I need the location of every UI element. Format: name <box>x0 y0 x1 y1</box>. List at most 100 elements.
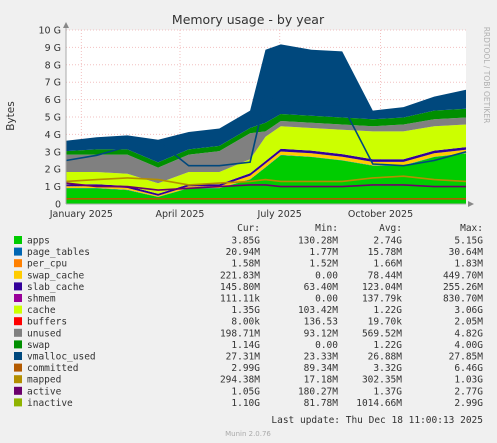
legend-value-avg: 137.79k <box>362 294 402 305</box>
legend-value-cur: 20.94M <box>226 247 261 258</box>
legend-value-cur: 1.10G <box>231 398 260 409</box>
legend-swatch-inactive <box>14 398 22 407</box>
legend-value-cur: 1.58M <box>231 259 260 270</box>
legend-label: unused <box>27 328 61 339</box>
legend-value-cur: 145.80M <box>220 282 260 293</box>
legend-label: per_cpu <box>27 259 67 270</box>
legend-value-avg: 26.88M <box>368 352 403 363</box>
legend-label: swap_cache <box>27 270 84 281</box>
area-swap <box>66 108 466 168</box>
plot-area: 0 1 G 2 G 3 G 4 G 5 G 6 G 7 G 8 G 9 G 10 G January … <box>39 22 474 220</box>
legend-value-min: 1.77M <box>309 247 338 258</box>
legend-label: page_tables <box>27 247 90 258</box>
legend-value-max: 449.70M <box>443 270 483 281</box>
legend-value-avg: 19.70k <box>368 317 403 328</box>
legend-value-max: 830.70M <box>443 294 483 305</box>
legend-swatch-unused <box>14 328 22 337</box>
legend-value-cur: 3.85G <box>231 236 260 247</box>
legend-value-avg: 1.37G <box>373 386 402 397</box>
legend-value-min: 23.33M <box>304 352 339 363</box>
legend-value-max: 255.26M <box>443 282 483 293</box>
x-tick-label: October 2025 <box>348 209 413 220</box>
area-slab-cache <box>66 147 466 196</box>
footer: Munin 2.0.76 <box>225 430 271 438</box>
legend-value-cur: 294.38M <box>220 375 260 386</box>
legend-value-max: 1.03G <box>454 375 483 386</box>
legend-value-max: 27.85M <box>449 352 484 363</box>
legend-header: Max: <box>460 223 483 234</box>
legend-value-cur: 1.14G <box>231 340 260 351</box>
legend-value-cur: 198.71M <box>220 328 260 339</box>
legend-value-max: 4.82G <box>454 328 483 339</box>
legend-value-min: 136.53 <box>304 317 338 328</box>
legend-value-max: 2.99G <box>454 398 483 409</box>
y-tick-label: 8 G <box>45 60 61 71</box>
legend-label: committed <box>27 363 78 374</box>
legend-value-cur: 27.31M <box>226 352 261 363</box>
legend-value-min: 0.00 <box>315 340 338 351</box>
legend-value-cur: 221.83M <box>220 270 260 281</box>
legend-value-avg: 1.22G <box>373 340 402 351</box>
legend-value-avg: 1.66M <box>373 259 402 270</box>
x-tick-label: July 2025 <box>257 209 302 220</box>
legend-header: Avg: <box>379 223 402 234</box>
legend-swatch-slab-cache <box>14 282 22 291</box>
legend-value-min: 89.34M <box>304 363 339 374</box>
x-axis-arrow <box>468 201 474 207</box>
legend-swatch-per-cpu <box>14 259 22 268</box>
legend-value-max: 5.15G <box>454 236 483 247</box>
y-tick-label: 4 G <box>45 130 61 141</box>
legend-swatch-buffers <box>14 317 22 326</box>
legend-value-min: 81.78M <box>304 398 339 409</box>
legend-value-avg: 15.78M <box>368 247 403 258</box>
area-vmalloc-used <box>66 44 466 163</box>
legend-value-max: 30.64M <box>449 247 484 258</box>
legend-value-max: 2.77G <box>454 386 483 397</box>
legend-header: Cur: <box>237 223 260 234</box>
legend-value-max: 3.06G <box>454 305 483 316</box>
last-update: Last update: Thu Dec 18 11:00:13 2025 <box>271 415 483 426</box>
legend-value-min: 1.52M <box>309 259 338 270</box>
y-tick-label: 2 G <box>45 165 61 176</box>
legend-value-min: 93.12M <box>304 328 339 339</box>
legend-swatch-swap <box>14 340 22 349</box>
legend-label: inactive <box>27 398 73 409</box>
legend-swatch-apps <box>14 236 22 244</box>
x-tick-label: April 2025 <box>156 209 205 220</box>
line-active <box>65 175 467 186</box>
area-cache <box>66 124 466 194</box>
legend-value-max: 1.83M <box>454 259 483 270</box>
legend-header: Min: <box>315 223 338 234</box>
legend-value-min: 0.00 <box>315 294 338 305</box>
legend-value-avg: 1014.66M <box>356 398 402 409</box>
legend: Cur: Min: Avg: Max: apps 3.85G 130.28M 2.74G 5.1… <box>14 223 483 409</box>
legend-value-min: 63.40M <box>304 282 339 293</box>
legend-swatch-active <box>14 386 22 395</box>
legend-value-min: 17.18M <box>304 375 339 386</box>
y-tick-label: 10 G <box>39 26 61 37</box>
legend-label: mapped <box>27 375 61 386</box>
legend-value-max: 2.05M <box>454 317 483 328</box>
chart-title: Memory usage - by year <box>172 12 325 27</box>
legend-value-min: 130.28M <box>298 236 338 247</box>
y-tick-label: 7 G <box>45 78 61 89</box>
y-tick-label: 5 G <box>45 113 61 124</box>
legend-label: slab_cache <box>27 282 84 293</box>
legend-value-min: 180.27M <box>298 386 338 397</box>
legend-label: vmalloc_used <box>27 352 96 363</box>
legend-value-min: 103.42M <box>298 305 338 316</box>
legend-value-cur: 8.00k <box>231 317 260 328</box>
side-label: RRDTOOL / TOBI OETIKER <box>482 27 491 124</box>
legend-value-cur: 2.99G <box>231 363 260 374</box>
line-committed <box>65 94 467 167</box>
legend-label: swap <box>27 340 50 351</box>
y-tick-label: 3 G <box>45 147 61 158</box>
legend-swatch-shmem <box>14 294 22 302</box>
legend-value-min: 0.00 <box>315 270 338 281</box>
legend-value-cur: 111.11k <box>220 294 260 305</box>
y-tick-label: 9 G <box>45 43 61 54</box>
x-tick-label: January 2025 <box>49 209 113 220</box>
area-swap-cache <box>66 149 466 197</box>
legend-value-avg: 569.52M <box>362 328 402 339</box>
